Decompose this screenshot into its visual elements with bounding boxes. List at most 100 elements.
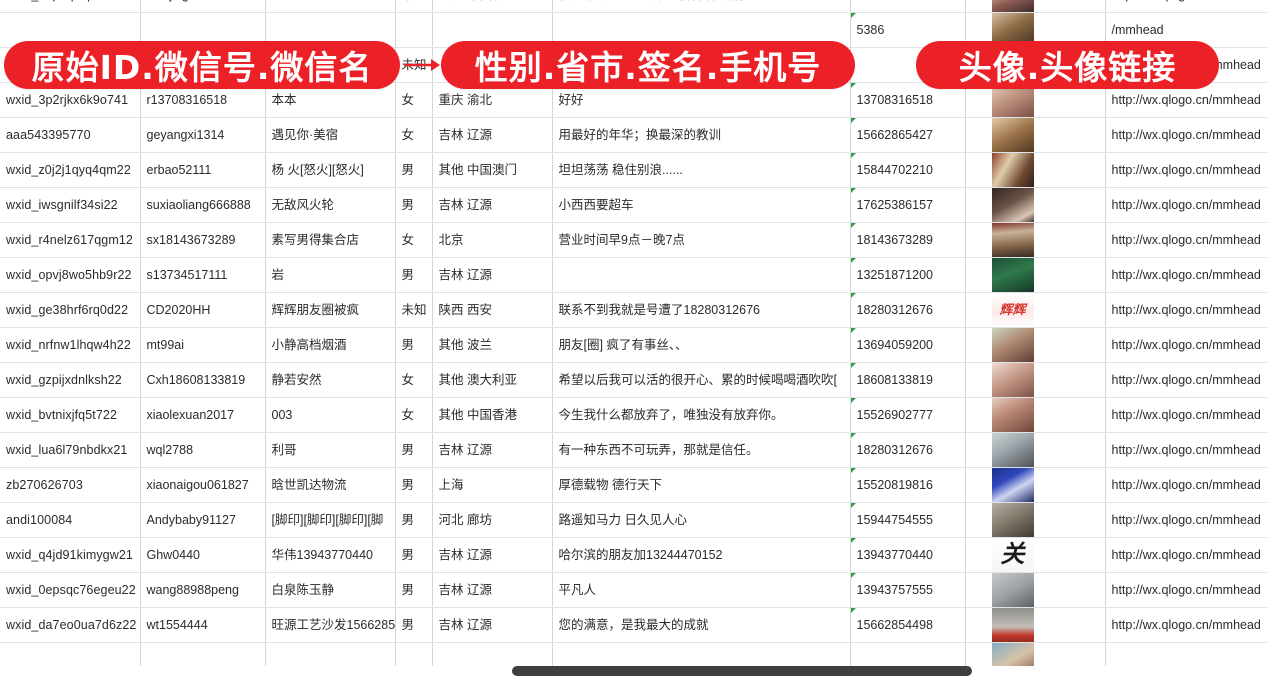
- avatar-cell[interactable]: [965, 222, 1106, 258]
- cell-gender[interactable]: 男: [395, 537, 433, 573]
- cell-gender[interactable]: 女: [395, 117, 433, 153]
- table-row[interactable]: andi100084 Andybaby91127 [脚印][脚印][脚印][脚男河北…: [0, 502, 1267, 538]
- cell-gender[interactable]: 男: [395, 187, 433, 223]
- cell-original-id[interactable]: aaa543395770: [0, 117, 141, 153]
- table-row[interactable]: wxid_gzpijxdnlksh22 Cxh18608133819 静若安然女其他…: [0, 362, 1267, 398]
- avatar-cell[interactable]: [965, 117, 1106, 153]
- cell-province-city[interactable]: 重庆 渝北: [432, 82, 553, 118]
- table-row[interactable]: aaa543395770 geyangxi1314 遇见你·美宿女吉林 辽源 用最好的…: [0, 117, 1267, 153]
- avatar-cell[interactable]: 辉辉: [965, 292, 1106, 328]
- table-row[interactable]: wxid_z0j2j1qyq4qm22 erbao52111 杨 火[怒火][怒火]…: [0, 152, 1267, 188]
- cell-avatar-url[interactable]: http://wx.qlogo.cn/mmhead: [1105, 537, 1267, 573]
- cell-wechat-name[interactable]: 白泉陈玉静: [265, 572, 396, 608]
- avatar-cell[interactable]: [965, 572, 1106, 608]
- cell-wechat-id[interactable]: Cxh18608133819: [140, 362, 266, 398]
- cell-province-city[interactable]: 吉林 辽源: [432, 537, 553, 573]
- cell-gender[interactable]: 未知: [395, 0, 433, 13]
- cell-signature[interactable]: 路遥知马力 日久见人心: [552, 502, 851, 538]
- cell-avatar-url[interactable]: http://wx.qlogo.cn/mmhead: [1105, 397, 1267, 433]
- cell-signature[interactable]: 朋友[圈] 疯了有事丝、、: [552, 327, 851, 363]
- cell-gender[interactable]: 男: [395, 257, 433, 293]
- cell-phone[interactable]: 18280312676: [850, 292, 966, 328]
- cell-province-city[interactable]: 吉林 辽源: [432, 432, 553, 468]
- cell-avatar-url[interactable]: http://wx.qlogo.cn/mmhead: [1105, 292, 1267, 328]
- cell-province-city[interactable]: 上海: [432, 467, 553, 503]
- cell-wechat-id[interactable]: sx18143673289: [140, 222, 266, 258]
- cell-original-id[interactable]: wxid_ge38hrf6rq0d22: [0, 292, 141, 328]
- cell-original-id[interactable]: wxid_lua6l79nbdkx21: [0, 432, 141, 468]
- table-row[interactable]: wxid_r4nelz617qgm12 sx18143673289 素写男得集合店女…: [0, 222, 1267, 258]
- cell-avatar-url[interactable]: http://wx.qlogo.cn/mmhead: [1105, 222, 1267, 258]
- cell-phone[interactable]: 18143673289: [850, 222, 966, 258]
- cell-phone[interactable]: 15662854498: [850, 607, 966, 643]
- cell-original-id[interactable]: wxid_65p5qakpwuie22: [0, 0, 141, 13]
- cell-gender[interactable]: 男: [395, 467, 433, 503]
- cell-province-city[interactable]: 吉林 辽源: [432, 572, 553, 608]
- avatar-cell[interactable]: [965, 327, 1106, 363]
- cell-original-id[interactable]: wxid_q4jd91kimygw21: [0, 537, 141, 573]
- cell-phone[interactable]: 17625386157: [850, 187, 966, 223]
- cell-wechat-name[interactable]: 华伟13943770440: [265, 537, 396, 573]
- cell-wechat-id[interactable]: xiaonaigou061827: [140, 467, 266, 503]
- cell-phone[interactable]: 15520819816: [850, 467, 966, 503]
- cell-province-city[interactable]: 其他 中国澳门: [432, 0, 553, 13]
- cell-province-city[interactable]: 吉林 辽源: [432, 257, 553, 293]
- cell-province-city[interactable]: 其他 波兰: [432, 327, 553, 363]
- cell-province-city[interactable]: 其他 澳大利亚: [432, 362, 553, 398]
- cell-avatar-url[interactable]: http://wx.qlogo.cn/mmhead: [1105, 467, 1267, 503]
- table-row[interactable]: wxid_65p5qakpwuie22xiaojing600546丫丫～小未知其…: [0, 0, 1267, 13]
- cell-avatar-url[interactable]: http://wx.qlogo.cn/mmhead: [1105, 152, 1267, 188]
- cell-wechat-name[interactable]: 遇见你·美宿: [265, 117, 396, 153]
- cell-province-city[interactable]: 北京: [432, 222, 553, 258]
- cell-avatar-url[interactable]: http://wx.qlogo.cn/mmhead: [1105, 0, 1267, 13]
- cell-wechat-name[interactable]: [脚印][脚印][脚印][脚: [265, 502, 396, 538]
- cell-phone[interactable]: 18280312676: [850, 432, 966, 468]
- table-row[interactable]: wxid_nrfnw1lhqw4h22 mt99ai 小静高档烟酒男其他 波兰 朋友[…: [0, 327, 1267, 363]
- cell-gender[interactable]: 女: [395, 362, 433, 398]
- cell-gender[interactable]: 男: [395, 572, 433, 608]
- cell-phone[interactable]: 15662865427: [850, 117, 966, 153]
- cell-gender[interactable]: 未知: [395, 292, 433, 328]
- cell-gender[interactable]: 男: [395, 607, 433, 643]
- cell-gender[interactable]: 男: [395, 152, 433, 188]
- avatar-cell[interactable]: [965, 152, 1106, 188]
- cell-gender[interactable]: 女: [395, 82, 433, 118]
- cell-original-id[interactable]: wxid_z0j2j1qyq4qm22: [0, 152, 141, 188]
- cell-gender[interactable]: [395, 12, 433, 48]
- cell-signature[interactable]: [552, 257, 851, 293]
- cell-province-city[interactable]: 吉林 辽源: [432, 117, 553, 153]
- cell-phone[interactable]: 13251871200: [850, 257, 966, 293]
- cell-signature[interactable]: 营业时间早9点－晚7点: [552, 222, 851, 258]
- cell-wechat-name[interactable]: 岩: [265, 257, 396, 293]
- cell-signature[interactable]: 有一种东西不可玩弄，那就是信任。: [552, 432, 851, 468]
- cell-wechat-id[interactable]: erbao52111: [140, 152, 266, 188]
- table-row[interactable]: wxid_da7eo0ua7d6z22 wt1554444 旺源工艺沙发156628…: [0, 607, 1267, 643]
- cell-wechat-id[interactable]: xiaojing600546: [140, 0, 266, 13]
- cell-phone[interactable]: 13694059200: [850, 327, 966, 363]
- cell-avatar-url[interactable]: http://wx.qlogo.cn/mmhead: [1105, 327, 1267, 363]
- cell-original-id[interactable]: wxid_bvtnixjfq5t722: [0, 397, 141, 433]
- cell-wechat-id[interactable]: s13734517111: [140, 257, 266, 293]
- cell-original-id[interactable]: andi100084: [0, 502, 141, 538]
- cell-wechat-name[interactable]: 旺源工艺沙发15662854: [265, 607, 396, 643]
- cell-signature[interactable]: 今生我什么都放弃了，唯独没有放弃你。: [552, 397, 851, 433]
- cell-gender[interactable]: 男: [395, 432, 433, 468]
- avatar-cell[interactable]: [965, 362, 1106, 398]
- cell-wechat-name[interactable]: 静若安然: [265, 362, 396, 398]
- cell-phone[interactable]: 13943770440: [850, 537, 966, 573]
- table-row[interactable]: wxid_opvj8wo5hb9r22 s13734517111 岩男吉林 辽源 13…: [0, 257, 1267, 293]
- table-row[interactable]: wxid_q4jd91kimygw21 Ghw0440 华伟13943770440 男…: [0, 537, 1267, 573]
- table-row[interactable]: zb270626703 xiaonaigou061827 晗世凯达物流男上海 厚德载物…: [0, 467, 1267, 503]
- cell-wechat-name[interactable]: 杨 火[怒火][怒火]: [265, 152, 396, 188]
- cell-wechat-name[interactable]: 小静高档烟酒: [265, 327, 396, 363]
- cell-wechat-id[interactable]: suxiaoliang666888: [140, 187, 266, 223]
- cell-wechat-id[interactable]: geyangxi1314: [140, 117, 266, 153]
- cell-signature[interactable]: 小西西要超车: [552, 187, 851, 223]
- table-row[interactable]: wxid_ge38hrf6rq0d22 CD2020HH 辉辉朋友圈被疯 未知 陕西 西…: [0, 292, 1267, 328]
- cell-original-id[interactable]: wxid_gzpijxdnlksh22: [0, 362, 141, 398]
- cell-wechat-name[interactable]: 003: [265, 397, 396, 433]
- avatar-cell[interactable]: [965, 607, 1106, 643]
- avatar-cell[interactable]: [965, 187, 1106, 223]
- cell-gender[interactable]: 女: [395, 222, 433, 258]
- cell-wechat-id[interactable]: xiaolexuan2017: [140, 397, 266, 433]
